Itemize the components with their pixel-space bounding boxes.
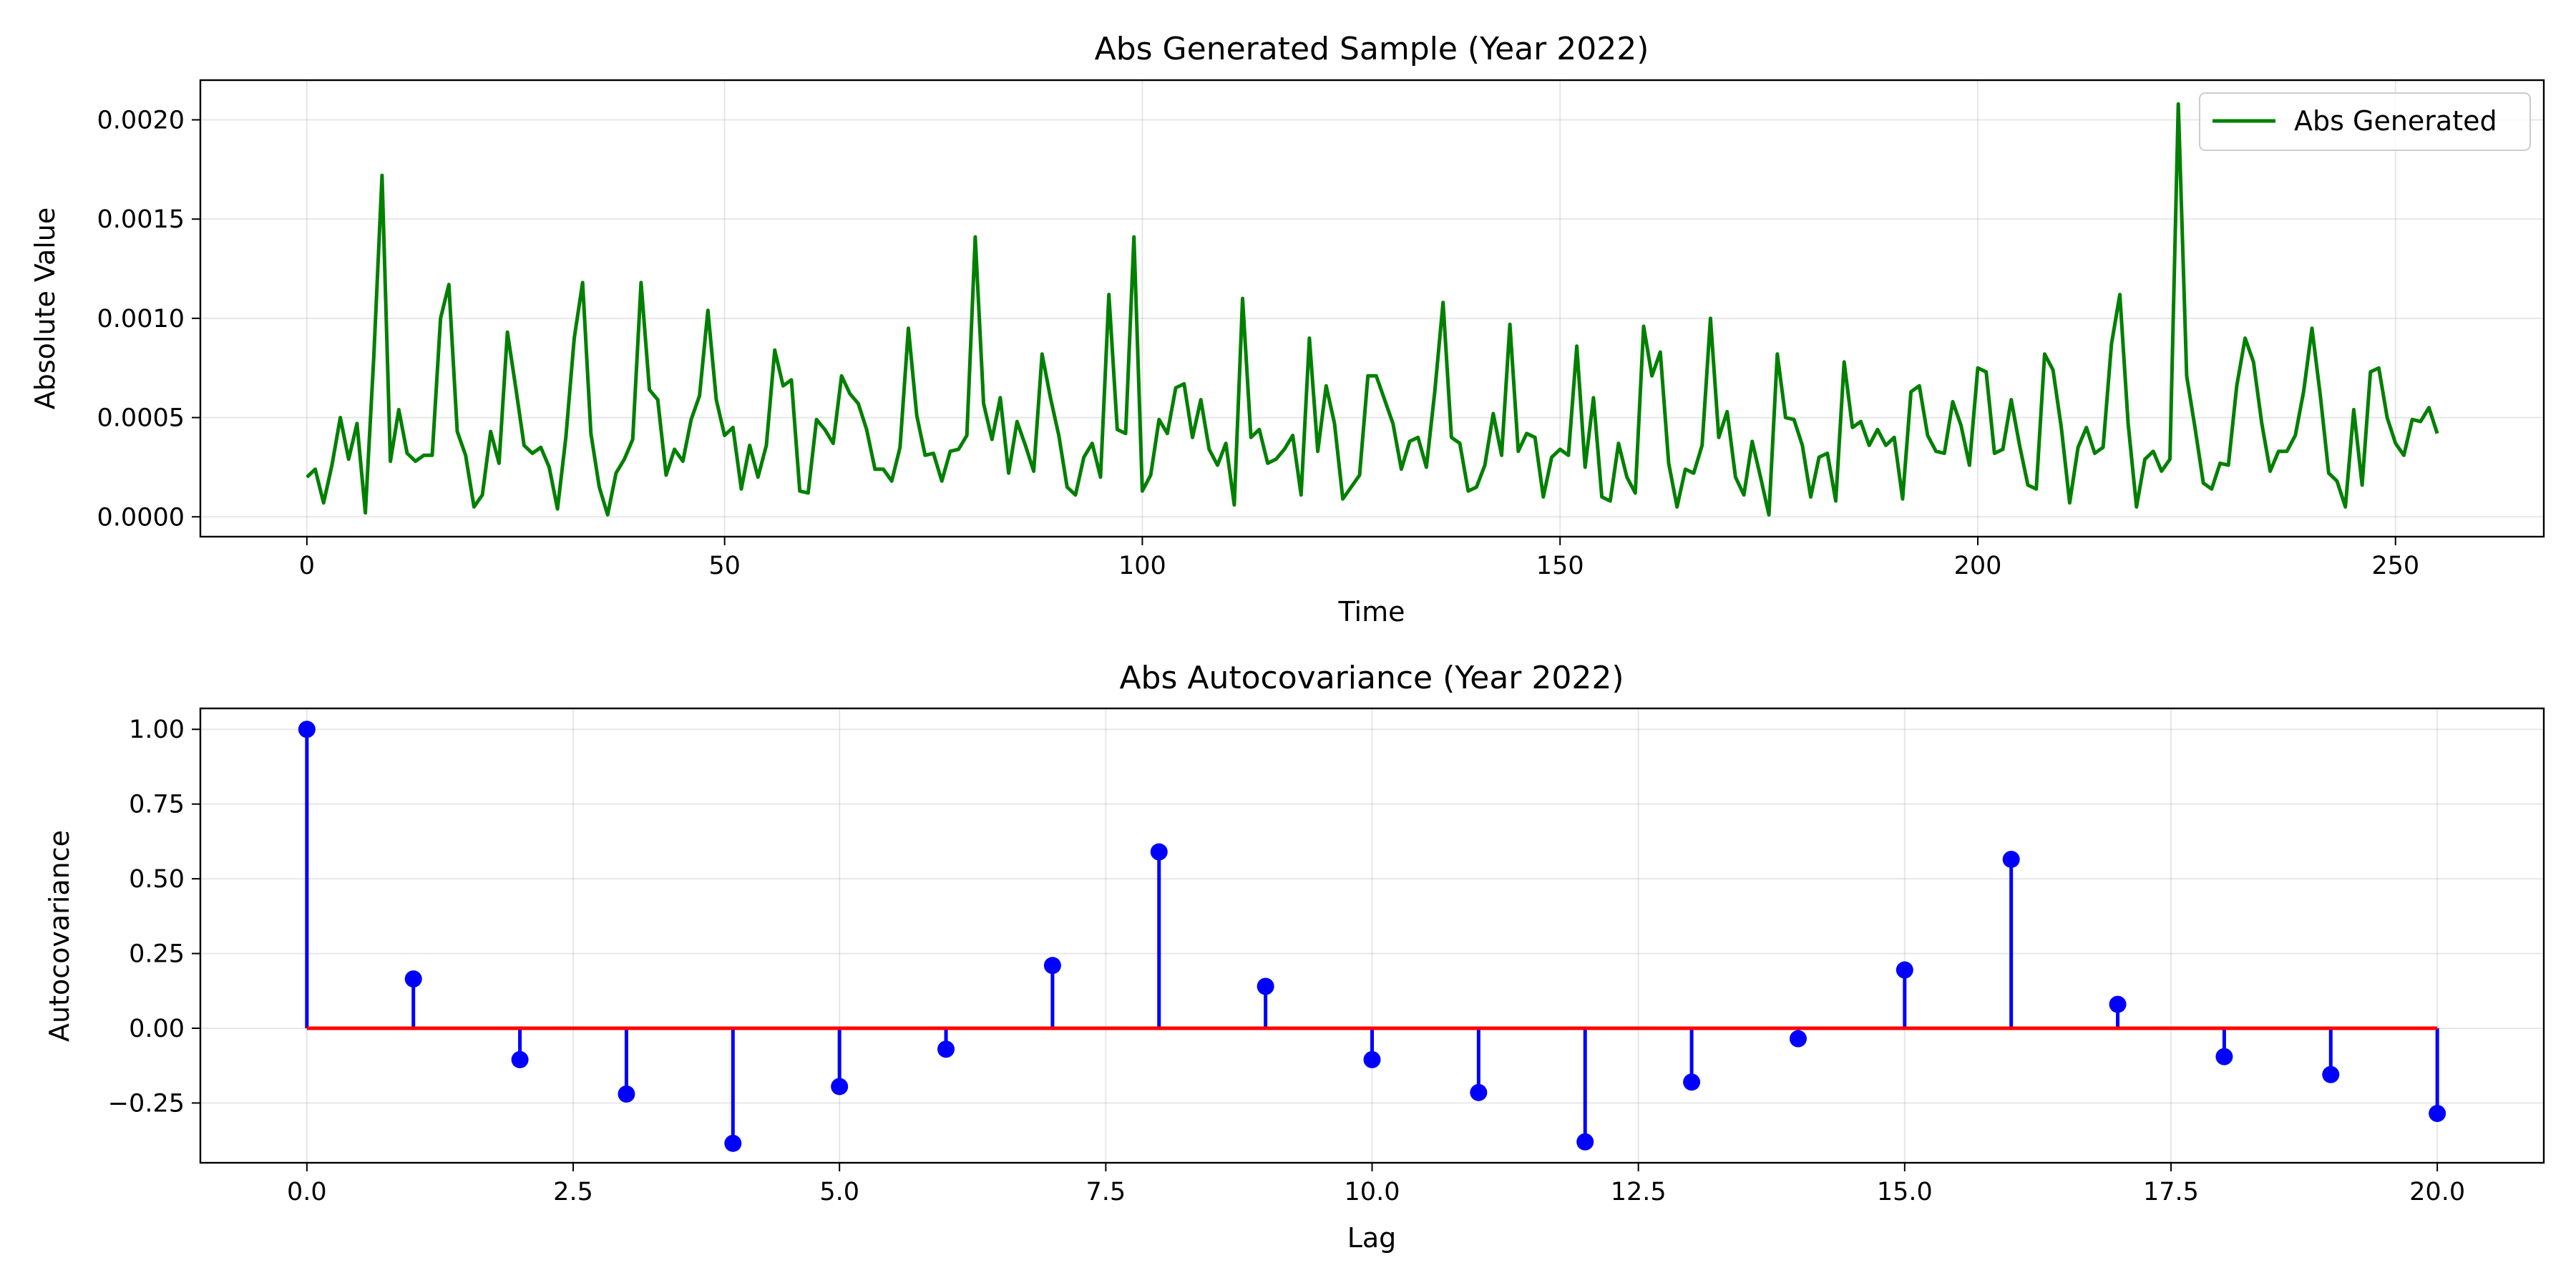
stem-marker <box>2215 1048 2233 1065</box>
grid <box>200 80 2544 537</box>
chart-title: Abs Autocovariance (Year 2022) <box>1119 660 1624 696</box>
stem-marker <box>2322 1065 2340 1083</box>
y-axis-ticks: −0.25 0.00 0.25 0.50 0.75 1.00 <box>108 716 200 1118</box>
y-tick-label: 0.00 <box>129 1015 185 1043</box>
x-tick-label: 200 <box>1954 552 2002 580</box>
x-tick-label: 12.5 <box>1611 1178 1667 1206</box>
markers <box>298 721 2446 1152</box>
stem-marker <box>618 1085 635 1103</box>
stem-marker <box>2429 1105 2446 1123</box>
x-tick-label: 15.0 <box>1877 1178 1933 1206</box>
y-tick-label: 0.0005 <box>97 404 185 433</box>
x-tick-label: 7.5 <box>1086 1178 1126 1206</box>
y-tick-label: 0.75 <box>129 791 185 819</box>
x-tick-label: 17.5 <box>2143 1178 2199 1206</box>
stem-marker <box>1470 1083 1488 1101</box>
stem-chart-panel: 0.0 2.5 5.0 7.5 10.0 12.5 15.0 17.5 20.0 −0.25 0.… <box>44 660 2545 1254</box>
y-tick-label: 0.0020 <box>97 106 185 135</box>
stem-marker <box>724 1134 742 1152</box>
stem-marker <box>1683 1073 1701 1091</box>
stem-marker <box>2002 850 2020 868</box>
stem-marker <box>1043 957 1061 975</box>
stem-marker <box>1576 1133 1594 1151</box>
legend: Abs Generated <box>2199 92 2531 151</box>
line-chart-panel: 0 50 100 150 200 250 0.0000 0.0005 0.0010 0.0015… <box>29 31 2545 628</box>
stem-marker <box>404 970 422 988</box>
series-abs-generated <box>306 102 2439 517</box>
x-tick-label: 0.0 <box>287 1178 327 1206</box>
x-axis-ticks: 0.0 2.5 5.0 7.5 10.0 12.5 15.0 17.5 20.0 <box>287 1163 2465 1206</box>
legend-label: Abs Generated <box>2294 105 2497 137</box>
stem-marker <box>1150 843 1168 861</box>
y-axis-label: Absolute Value <box>29 208 61 410</box>
x-tick-label: 2.5 <box>553 1178 593 1206</box>
series-line <box>306 102 2439 517</box>
stem-marker <box>1789 1030 1807 1048</box>
x-tick-label: 50 <box>708 552 741 580</box>
x-tick-label: 0 <box>299 552 315 580</box>
x-axis-ticks: 0 50 100 150 200 250 <box>299 537 2419 580</box>
y-tick-label: 0.0015 <box>97 205 185 234</box>
stem-marker <box>1896 961 1913 979</box>
x-tick-label: 5.0 <box>819 1178 859 1206</box>
stem-marker <box>1363 1050 1381 1068</box>
x-tick-label: 10.0 <box>1345 1178 1400 1206</box>
y-tick-label: −0.25 <box>108 1089 185 1118</box>
stem-marker <box>511 1050 529 1068</box>
x-tick-label: 150 <box>1536 552 1584 580</box>
x-tick-label: 20.0 <box>2409 1178 2465 1206</box>
stem-marker <box>2109 995 2127 1013</box>
y-tick-label: 1.00 <box>129 716 185 744</box>
axes-frame <box>199 79 2545 538</box>
stems <box>305 729 2439 1143</box>
y-tick-label: 0.0010 <box>97 305 185 333</box>
y-tick-label: 0.50 <box>129 865 185 894</box>
stem-marker <box>1257 977 1274 995</box>
y-tick-label: 0.0000 <box>97 503 185 532</box>
y-axis-label: Autocovariance <box>44 830 75 1042</box>
y-tick-label: 0.25 <box>129 940 185 969</box>
x-tick-label: 100 <box>1118 552 1166 580</box>
x-tick-label: 250 <box>2371 552 2419 580</box>
stem-marker <box>937 1040 955 1058</box>
legend-box <box>2199 92 2531 151</box>
stem-marker <box>831 1078 849 1096</box>
x-axis-label: Time <box>1338 596 1405 628</box>
stem-marker <box>298 721 316 738</box>
y-axis-ticks: 0.0000 0.0005 0.0010 0.0015 0.0020 <box>97 106 200 532</box>
chart-title: Abs Generated Sample (Year 2022) <box>1095 31 1649 67</box>
x-axis-label: Lag <box>1347 1222 1397 1254</box>
